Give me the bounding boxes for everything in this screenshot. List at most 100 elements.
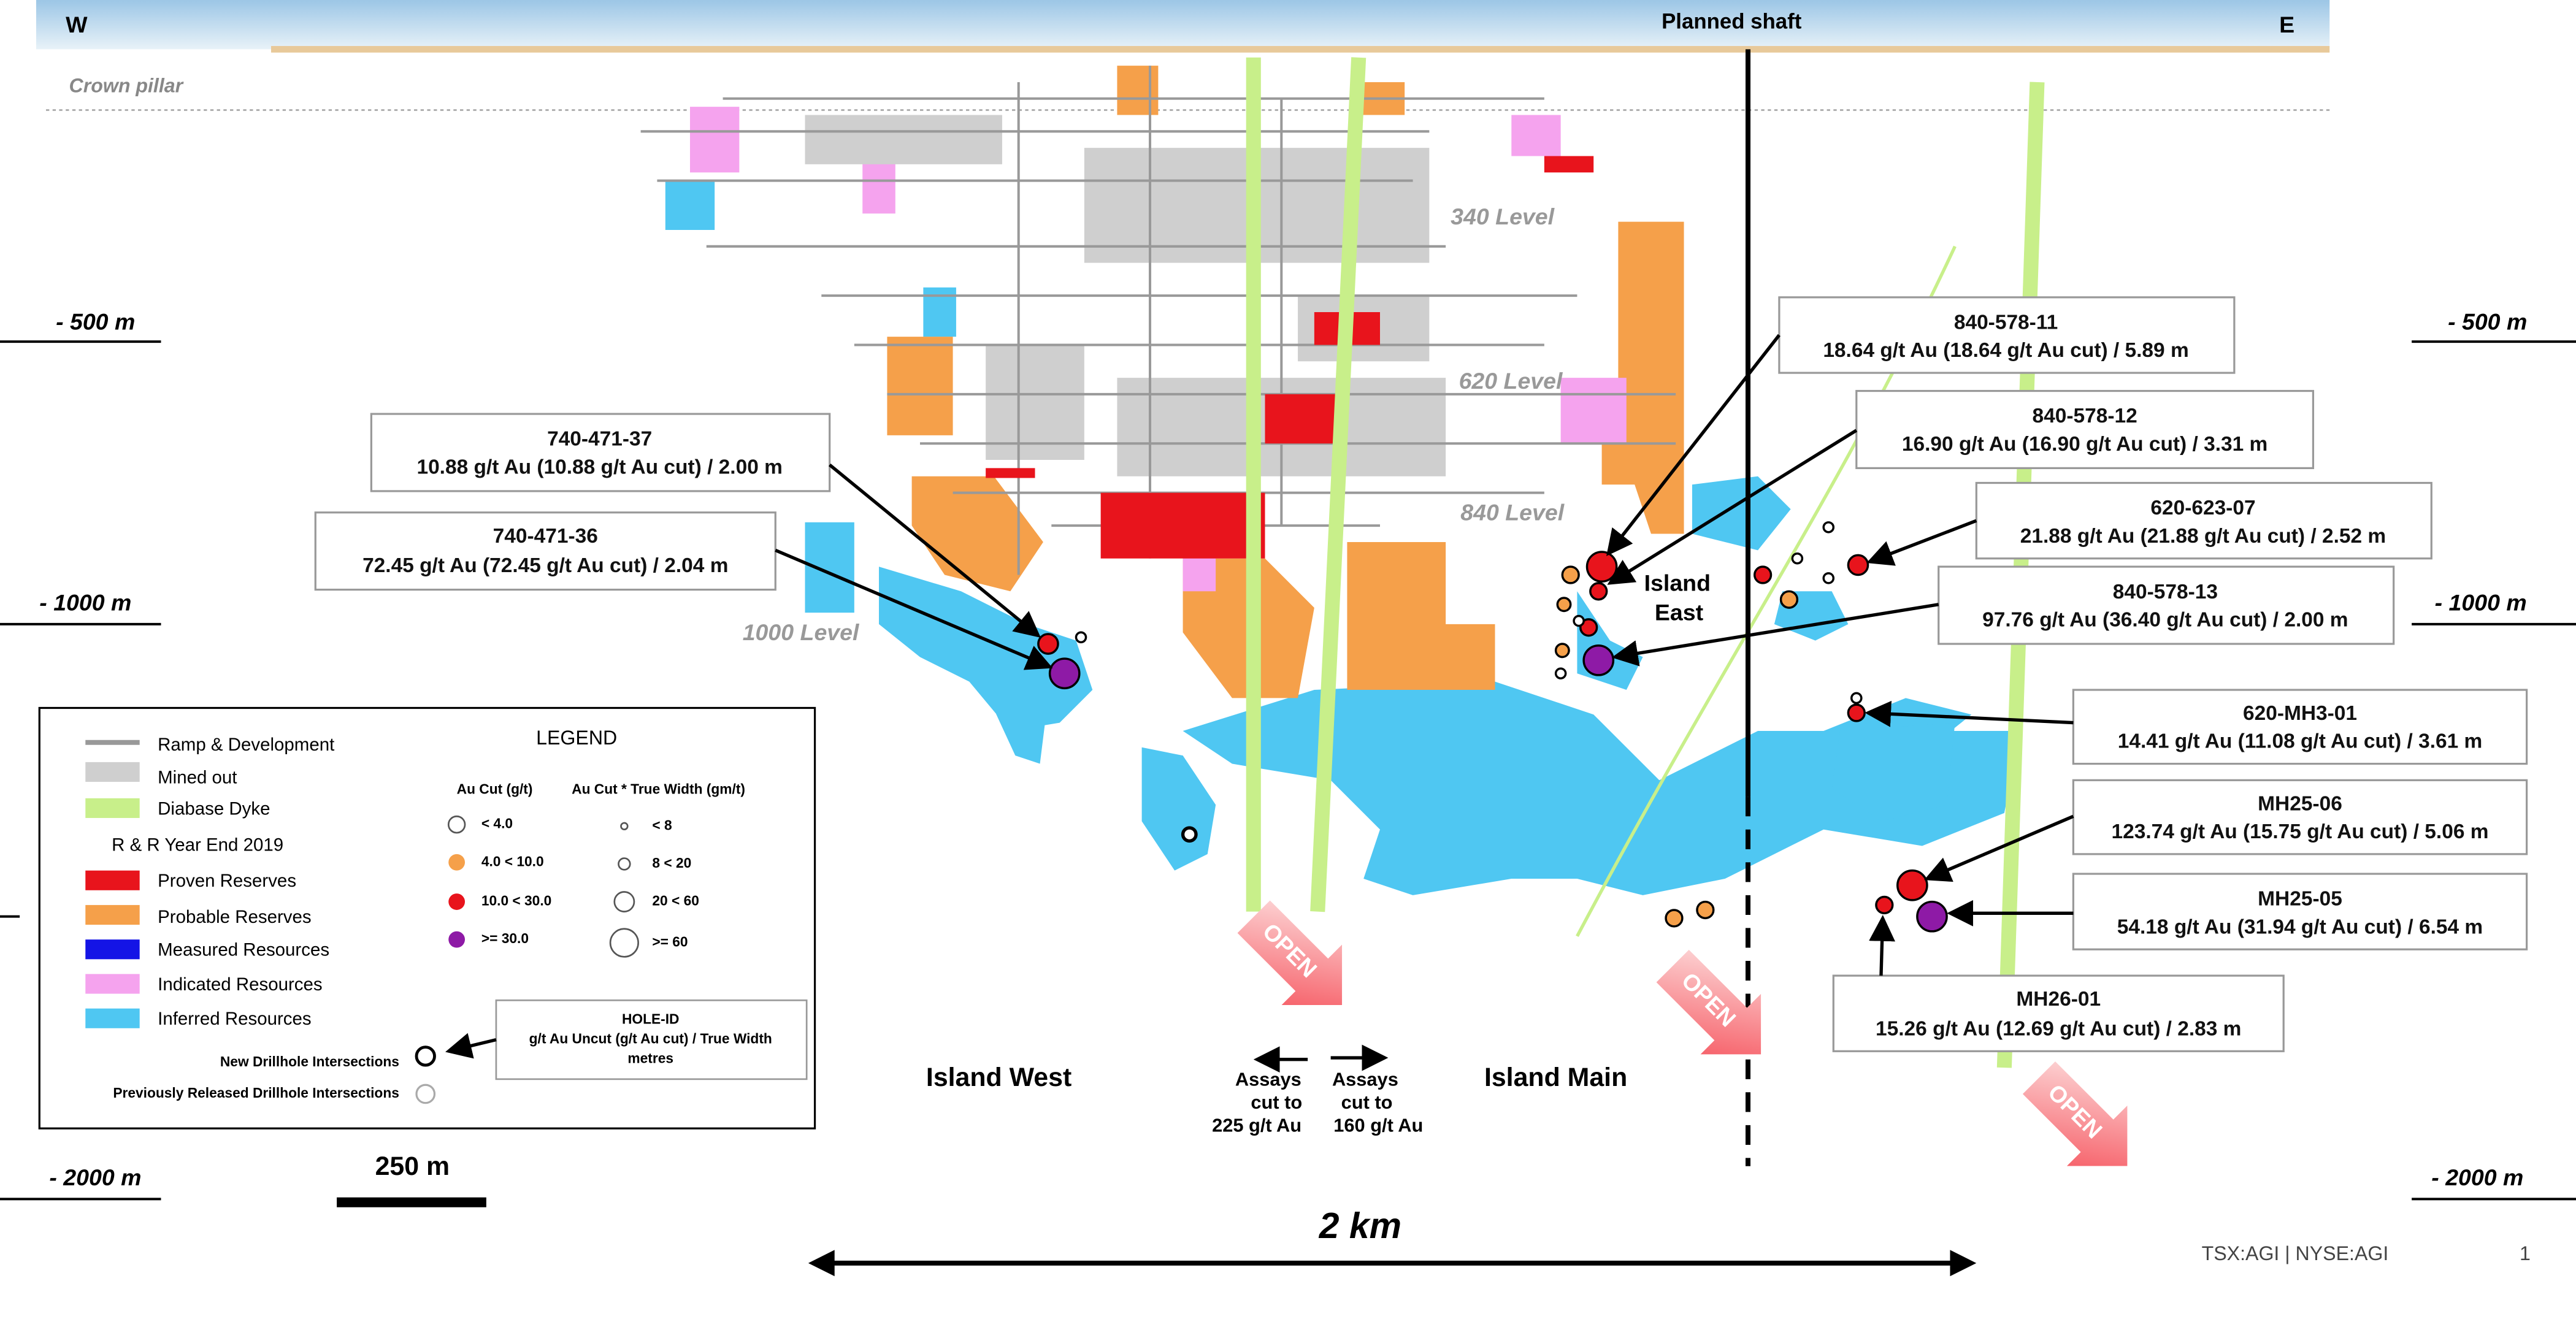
shape	[1237, 900, 1343, 1005]
arrow	[1869, 914, 1895, 976]
depth-label: - 500 m	[2448, 309, 2527, 335]
shape	[448, 854, 466, 871]
legend-item: Indicated Resources	[158, 974, 323, 995]
shape	[1753, 565, 1773, 584]
shape	[2022, 1061, 2128, 1166]
arrow	[1924, 814, 2074, 882]
ground	[270, 46, 2330, 53]
arrow	[1866, 519, 1977, 566]
shape	[1585, 551, 1618, 583]
assay-result: 123.74 g/t Au (15.75 g/t Au cut) / 5.06 …	[2111, 820, 2488, 843]
shape	[1656, 949, 1761, 1055]
shape	[1847, 554, 1869, 576]
shape	[613, 891, 635, 912]
page-number: 1	[2520, 1242, 2531, 1264]
span-label: 2 km	[1319, 1206, 1401, 1246]
shape	[1037, 633, 1059, 655]
shape	[1855, 389, 2315, 470]
legend: LEGEND Ramp & Development Mined out Diab…	[38, 706, 816, 1130]
shape	[447, 815, 466, 834]
hole-id: 620-MH3-01	[2243, 702, 2357, 725]
legend-hole-box: HOLE-ID	[622, 1011, 680, 1026]
shape	[690, 107, 1627, 592]
assay-result: 16.90 g/t Au (16.90 g/t Au cut) / 3.31 m	[1902, 433, 2267, 456]
assay-result: 15.26 g/t Au (12.69 g/t Au cut) / 2.83 m	[1876, 1017, 2241, 1040]
assay-text: Assays	[1235, 1069, 1301, 1090]
shape	[2072, 873, 2528, 950]
depth-label: - 1000 m	[39, 590, 131, 616]
level-label: 840 Level	[1460, 499, 1565, 525]
shape	[1975, 481, 2432, 560]
legend-value: 10.0 < 30.0	[481, 893, 551, 909]
arrow	[775, 548, 1053, 670]
shape	[1822, 572, 1835, 584]
legend-item: New Drillhole Intersections	[220, 1053, 399, 1069]
shape	[85, 1008, 140, 1028]
assay-result: 14.41 g/t Au (11.08 g/t Au cut) / 3.61 m	[2118, 730, 2483, 753]
east-label: E	[2279, 12, 2294, 37]
shape	[805, 115, 1446, 476]
assay-text: cut to	[1251, 1091, 1302, 1113]
level-label: 1000 Level	[743, 619, 860, 645]
depth-label: - 2000 m	[49, 1164, 141, 1190]
shape	[1692, 476, 1955, 822]
legend-title: LEGEND	[536, 727, 617, 749]
shape	[85, 939, 140, 960]
shape	[1916, 900, 1948, 933]
legend-value: 8 < 20	[652, 855, 691, 871]
shape: OPEN	[1237, 900, 1343, 1005]
shape	[415, 1046, 436, 1067]
shape	[2072, 779, 2528, 855]
ticker: TSX:AGI | NYSE:AGI	[2202, 1242, 2389, 1264]
legend-item: Inferred Resources	[158, 1009, 311, 1029]
legend-value: >= 60	[652, 934, 688, 950]
crown-pillar-label: Crown pillar	[69, 74, 184, 96]
legend-item: Measured Resources	[158, 940, 329, 960]
zone-label: Island West	[926, 1063, 1071, 1092]
shape: OPEN	[1656, 949, 1761, 1055]
mined-out	[805, 115, 1446, 476]
shape	[370, 413, 831, 492]
shape	[1347, 541, 1495, 690]
shape	[448, 931, 466, 948]
shape	[1779, 590, 1799, 609]
legend-item: Probable Reserves	[158, 907, 311, 927]
shape	[1875, 895, 1894, 915]
shape	[609, 928, 639, 958]
shape	[1573, 614, 1585, 627]
shape	[618, 857, 631, 871]
shape	[1117, 66, 1405, 115]
legend-value: 20 < 60	[652, 893, 699, 909]
arrow	[1865, 700, 2074, 727]
shape	[887, 337, 1043, 592]
hole-id: 840-578-11	[1954, 312, 2058, 334]
indicated-resources	[690, 107, 1627, 592]
shape	[1579, 618, 1598, 637]
hole-id: 620-623-07	[2150, 497, 2255, 519]
legend-item: R & R Year End 2019	[112, 835, 283, 855]
shape	[447, 815, 639, 958]
zone-label: Island Main	[1484, 1063, 1627, 1092]
shape	[1183, 681, 2021, 895]
shape	[1554, 667, 1567, 680]
legend-subtitle: Au Cut (g/t)	[457, 781, 533, 797]
shape	[1554, 643, 1570, 659]
assay-result: 18.64 g/t Au (18.64 g/t Au cut) / 5.89 m	[1823, 339, 2188, 362]
shape	[85, 904, 140, 925]
shape	[2072, 689, 2528, 765]
assay-text: Assays	[1332, 1069, 1398, 1090]
legend-item: Diabase Dyke	[158, 798, 270, 819]
shape	[1582, 644, 1615, 676]
shape	[85, 974, 140, 994]
shape	[805, 522, 1093, 764]
span-arrow	[808, 1250, 1977, 1277]
shape	[415, 1084, 436, 1104]
assay-result: 72.45 g/t Au (72.45 g/t Au cut) / 2.04 m	[362, 554, 728, 577]
assay-text: 225 g/t Au	[1212, 1115, 1301, 1136]
shape	[1048, 657, 1081, 690]
legend-value: < 8	[652, 817, 672, 833]
sky	[36, 0, 2330, 50]
shape	[448, 893, 466, 910]
